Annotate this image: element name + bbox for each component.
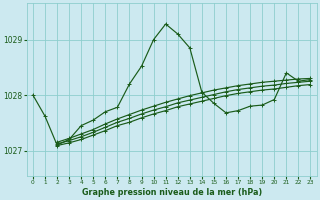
- X-axis label: Graphe pression niveau de la mer (hPa): Graphe pression niveau de la mer (hPa): [82, 188, 262, 197]
